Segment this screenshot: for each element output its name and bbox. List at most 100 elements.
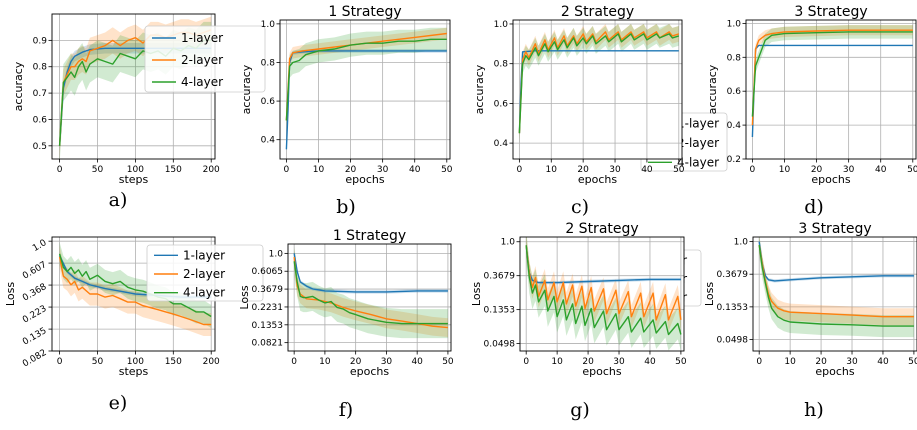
x-tick-label: 30 bbox=[613, 357, 625, 367]
axes-frame bbox=[512, 19, 683, 160]
x-axis-label: steps bbox=[119, 173, 149, 186]
plot-background bbox=[753, 237, 917, 351]
y-tick-label: 1.0 bbox=[494, 20, 509, 30]
series-band-2-layer bbox=[59, 245, 212, 336]
axes-frame bbox=[752, 236, 917, 352]
x-tick-label: 50 bbox=[908, 357, 917, 367]
y-tick-label: 0.6 bbox=[494, 99, 509, 109]
panel-label: e) bbox=[109, 392, 128, 414]
x-tick-label: 50 bbox=[441, 165, 453, 175]
panel-label: h) bbox=[804, 399, 824, 421]
axes-frame bbox=[745, 19, 917, 160]
y-tick-label: 0.3679 bbox=[484, 272, 516, 282]
y-tick-label: 0.7 bbox=[33, 89, 47, 99]
x-tick-label: 100 bbox=[127, 165, 144, 175]
legend-label: 2-layer bbox=[183, 267, 225, 281]
chart-panel-c: 0 10 20 30 40 50 0.4 0.6 0.8 1.0 epochs accuracy 2 S… bbox=[473, 4, 685, 218]
x-tick-label: 40 bbox=[644, 357, 656, 367]
y-tick-label: 0.223 bbox=[21, 304, 48, 326]
x-tick-label: 10 bbox=[779, 165, 791, 175]
y-tick-label: 0.6 bbox=[33, 115, 48, 125]
y-tick-label: 1.0 bbox=[727, 19, 742, 29]
y-axis-label: accuracy bbox=[473, 64, 486, 114]
x-tick-label: 0 bbox=[284, 165, 290, 175]
legend: 1-layer 2-layer 4-layer bbox=[144, 25, 266, 93]
y-tick-label: 0.8 bbox=[33, 63, 48, 73]
series-band-4-layer bbox=[286, 27, 447, 133]
x-tick-label: 40 bbox=[875, 165, 887, 175]
panel-label: f) bbox=[339, 399, 353, 421]
x-tick-label: 0 bbox=[291, 357, 297, 367]
x-tick-label: 150 bbox=[165, 165, 182, 175]
y-tick-label: 0.9 bbox=[33, 36, 48, 46]
y-tick-label: 1.0 bbox=[734, 238, 749, 248]
x-tick-label: 40 bbox=[877, 357, 889, 367]
x-tick-label: 0 bbox=[523, 357, 529, 367]
y-axis-label: accuracy bbox=[240, 64, 253, 114]
y-tick-label: 0.6 bbox=[727, 87, 742, 97]
y-tick-label: 1.0 bbox=[261, 20, 276, 30]
plot-area bbox=[751, 25, 913, 138]
y-axis-label: Loss bbox=[703, 282, 716, 306]
panel-label: c) bbox=[571, 196, 589, 218]
axes-frame bbox=[287, 243, 452, 352]
x-tick-label: 30 bbox=[846, 357, 858, 367]
series-band-1-layer bbox=[526, 243, 681, 285]
legend-label: 4-layer bbox=[677, 155, 719, 169]
y-tick-label: 0.3679 bbox=[717, 270, 749, 280]
series-line-2-layer bbox=[751, 29, 913, 126]
y-tick-label: 0.082 bbox=[21, 348, 48, 370]
plot-area bbox=[758, 237, 914, 338]
chart-title: 3 Strategy bbox=[798, 221, 871, 237]
plot-area bbox=[293, 246, 448, 339]
legend-label: 1-layer bbox=[181, 31, 223, 45]
series-band-1-layer bbox=[59, 43, 212, 152]
y-tick-label: 0.4 bbox=[261, 136, 276, 146]
x-tick-label: 20 bbox=[350, 357, 362, 367]
legend-label: 4-layer bbox=[181, 75, 223, 89]
x-axis-label: epochs bbox=[350, 365, 389, 378]
y-tick-label: 0.1353 bbox=[252, 321, 284, 331]
plot-background bbox=[746, 20, 916, 159]
x-tick-label: 0 bbox=[57, 357, 63, 367]
y-tick-label: 0.8 bbox=[727, 53, 742, 63]
x-tick-label: 20 bbox=[577, 165, 589, 175]
plot-area bbox=[58, 242, 212, 336]
x-tick-label: 40 bbox=[409, 165, 421, 175]
y-tick-label: 1.0 bbox=[31, 238, 49, 254]
axes-frame bbox=[279, 19, 451, 160]
y-tick-label: 0.0498 bbox=[717, 335, 749, 345]
x-tick-label: 200 bbox=[203, 357, 220, 367]
x-axis-label: epochs bbox=[578, 173, 617, 186]
x-tick-label: 30 bbox=[381, 357, 393, 367]
panels-group: 0 50 100 150 2000.50.60.70.80.9stepsaccuracy… bbox=[4, 4, 917, 421]
legend-label: 2-layer bbox=[181, 53, 223, 67]
x-tick-label: 10 bbox=[546, 165, 558, 175]
series-band-2-layer bbox=[752, 25, 913, 131]
y-tick-label: 0.2 bbox=[727, 155, 741, 165]
series-band-1-layer bbox=[294, 251, 448, 294]
x-tick-label: 20 bbox=[815, 357, 827, 367]
axes-frame bbox=[519, 236, 685, 352]
x-tick-label: 50 bbox=[92, 165, 104, 175]
x-tick-label: 0 bbox=[756, 357, 762, 367]
series-line-4-layer bbox=[525, 245, 682, 336]
y-tick-label: 0.0821 bbox=[252, 339, 284, 349]
y-tick-label: 1.0 bbox=[501, 238, 516, 248]
series-band-4-layer bbox=[294, 246, 448, 339]
chart-title: 2 Strategy bbox=[565, 221, 638, 237]
series-line-1-layer bbox=[293, 253, 448, 293]
chart-panel-a: 0 50 100 150 200 0.5 0.6 0.7 0.8 0.9 steps accuracy… bbox=[12, 13, 266, 211]
series-line-4-layer bbox=[751, 31, 913, 117]
y-tick-label: 0.6065 bbox=[252, 267, 284, 277]
x-tick-label: 20 bbox=[811, 165, 823, 175]
x-tick-label: 20 bbox=[345, 165, 357, 175]
y-tick-label: 1.0 bbox=[269, 249, 284, 259]
x-tick-label: 30 bbox=[377, 165, 389, 175]
series-line-4-layer bbox=[58, 253, 212, 318]
x-tick-label: 10 bbox=[784, 357, 796, 367]
legend-box bbox=[144, 25, 266, 93]
x-tick-label: 50 bbox=[907, 165, 917, 175]
y-tick-label: 0.2231 bbox=[252, 303, 284, 313]
